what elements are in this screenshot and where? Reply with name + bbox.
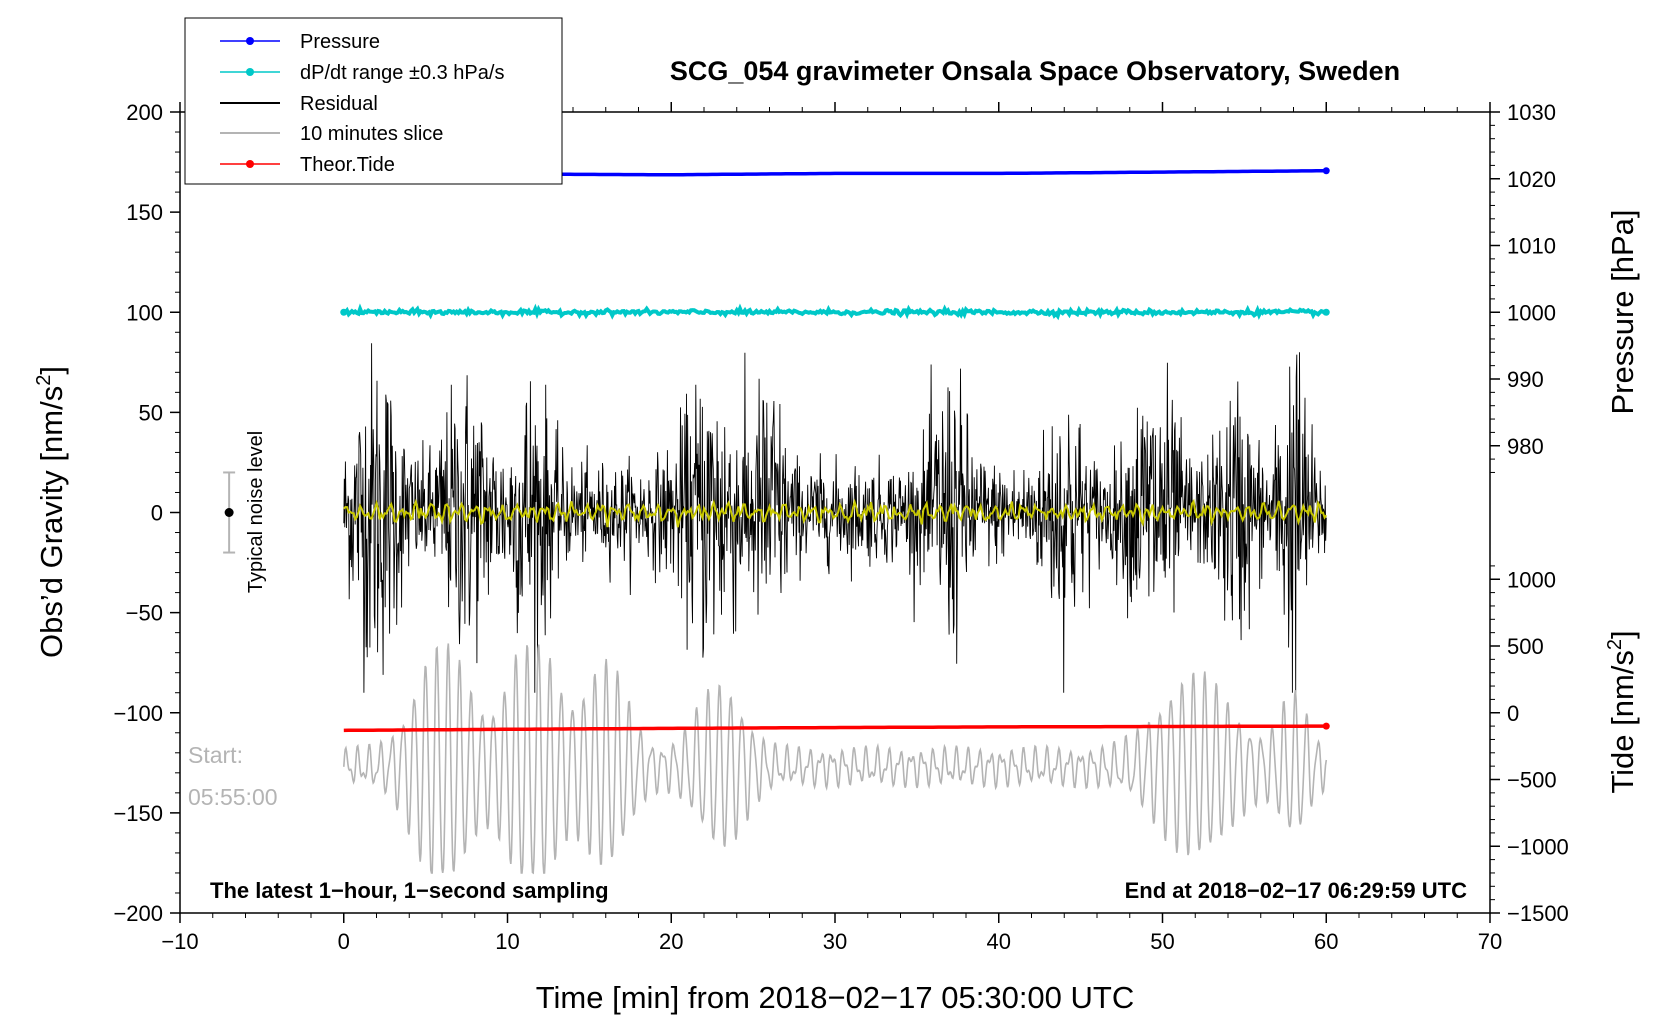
y-axis-left-title: Obs’d Gravity [nm/s2] xyxy=(33,366,69,658)
ten-minute-slice-line xyxy=(343,643,1328,875)
y-left-tick-label: 100 xyxy=(126,300,163,325)
noise-level-label: Typical noise level xyxy=(245,431,267,593)
pressure-end-marker xyxy=(1322,167,1330,175)
pressure-tick-label: 980 xyxy=(1507,434,1544,459)
legend-item-dpdt: dP/dt range ±0.3 hPa/s xyxy=(220,62,504,84)
legend-label-pressure: Pressure xyxy=(300,31,380,53)
y-left-tick-label: 0 xyxy=(151,501,163,526)
legend-marker-tide xyxy=(246,160,254,168)
tide-tick-label: −500 xyxy=(1507,768,1557,793)
tide-end-marker xyxy=(1322,722,1330,730)
pressure-tick-label: 990 xyxy=(1507,367,1544,392)
axes-ticks: −10 0 10 20 30 40 50 60 70200150100500−50−100−15… xyxy=(113,100,1568,954)
legend-label-dpdt: dP/dt range ±0.3 hPa/s xyxy=(300,62,504,84)
x-tick-label: 10 xyxy=(495,929,519,954)
pressure-tick-label: 1000 xyxy=(1507,300,1556,325)
dpdt-start-marker xyxy=(340,308,348,316)
tide-tick-label: −1500 xyxy=(1507,901,1569,926)
pressure-tick-label: 1030 xyxy=(1507,100,1556,125)
x-tick-label: −10 xyxy=(161,929,198,954)
legend-item-tide: Theor.Tide xyxy=(220,154,395,176)
legend-item-pressure: Pressure xyxy=(220,31,380,53)
annotation-end-time: End at 2018−02−17 06:29:59 UTC xyxy=(1125,878,1468,903)
annotation-latest-hour: The latest 1−hour, 1−second sampling xyxy=(210,878,609,903)
smoothed-residual-line xyxy=(343,498,1328,528)
tide-tick-label: −1000 xyxy=(1507,834,1569,859)
x-tick-label: 50 xyxy=(1150,929,1174,954)
y-axis-pressure-title: Pressure [hPa] xyxy=(1605,209,1640,414)
pressure-tick-label: 1010 xyxy=(1507,234,1556,259)
legend-item-residual: Residual xyxy=(220,93,378,115)
noise-level-indicator: Typical noise level xyxy=(223,431,267,593)
dpdt-range-line xyxy=(342,303,1328,321)
y-axis-tide-title: Tide [nm/s2] xyxy=(1604,630,1640,793)
x-tick-label: 40 xyxy=(987,929,1011,954)
tide-tick-label: 500 xyxy=(1507,634,1544,659)
slice-start-time: 05:55:00 xyxy=(188,784,278,810)
legend: Pressure dP/dt range ±0.3 hPa/s Residual… xyxy=(184,17,563,185)
y-left-tick-label: −150 xyxy=(113,801,163,826)
x-axis-title: Time [min] from 2018−02−17 05:30:00 UTC xyxy=(536,980,1135,1015)
y-left-tick-label: 150 xyxy=(126,200,163,225)
chart-title: SCG_054 gravimeter Onsala Space Observat… xyxy=(670,56,1400,86)
y-left-tick-label: 50 xyxy=(139,400,163,425)
legend-label-tide: Theor.Tide xyxy=(300,154,395,176)
y-left-tick-label: −100 xyxy=(113,701,163,726)
y-left-tick-label: −50 xyxy=(126,601,163,626)
tide-tick-label: 0 xyxy=(1507,701,1519,726)
x-tick-label: 20 xyxy=(659,929,683,954)
y-left-tick-label: 200 xyxy=(126,100,163,125)
legend-marker-pressure xyxy=(246,37,254,45)
residual-line xyxy=(343,343,1327,693)
pressure-tick-label: 1020 xyxy=(1507,167,1556,192)
dpdt-end-marker xyxy=(1322,308,1330,316)
legend-label-slice: 10 minutes slice xyxy=(300,123,443,145)
slice-start-label: Start: xyxy=(188,742,243,768)
x-tick-label: 70 xyxy=(1478,929,1502,954)
legend-label-residual: Residual xyxy=(300,93,378,115)
tide-tick-label: 1000 xyxy=(1507,567,1556,592)
legend-marker-dpdt xyxy=(246,68,254,76)
noise-bar-center xyxy=(224,508,234,517)
plot-series xyxy=(340,167,1330,875)
y-left-tick-label: −200 xyxy=(113,901,163,926)
legend-box xyxy=(184,17,563,185)
theoretical-tide-line xyxy=(343,724,1327,733)
x-tick-label: 60 xyxy=(1314,929,1338,954)
x-tick-label: 30 xyxy=(823,929,847,954)
x-tick-label: 0 xyxy=(338,929,350,954)
legend-item-slice: 10 minutes slice xyxy=(220,123,443,145)
